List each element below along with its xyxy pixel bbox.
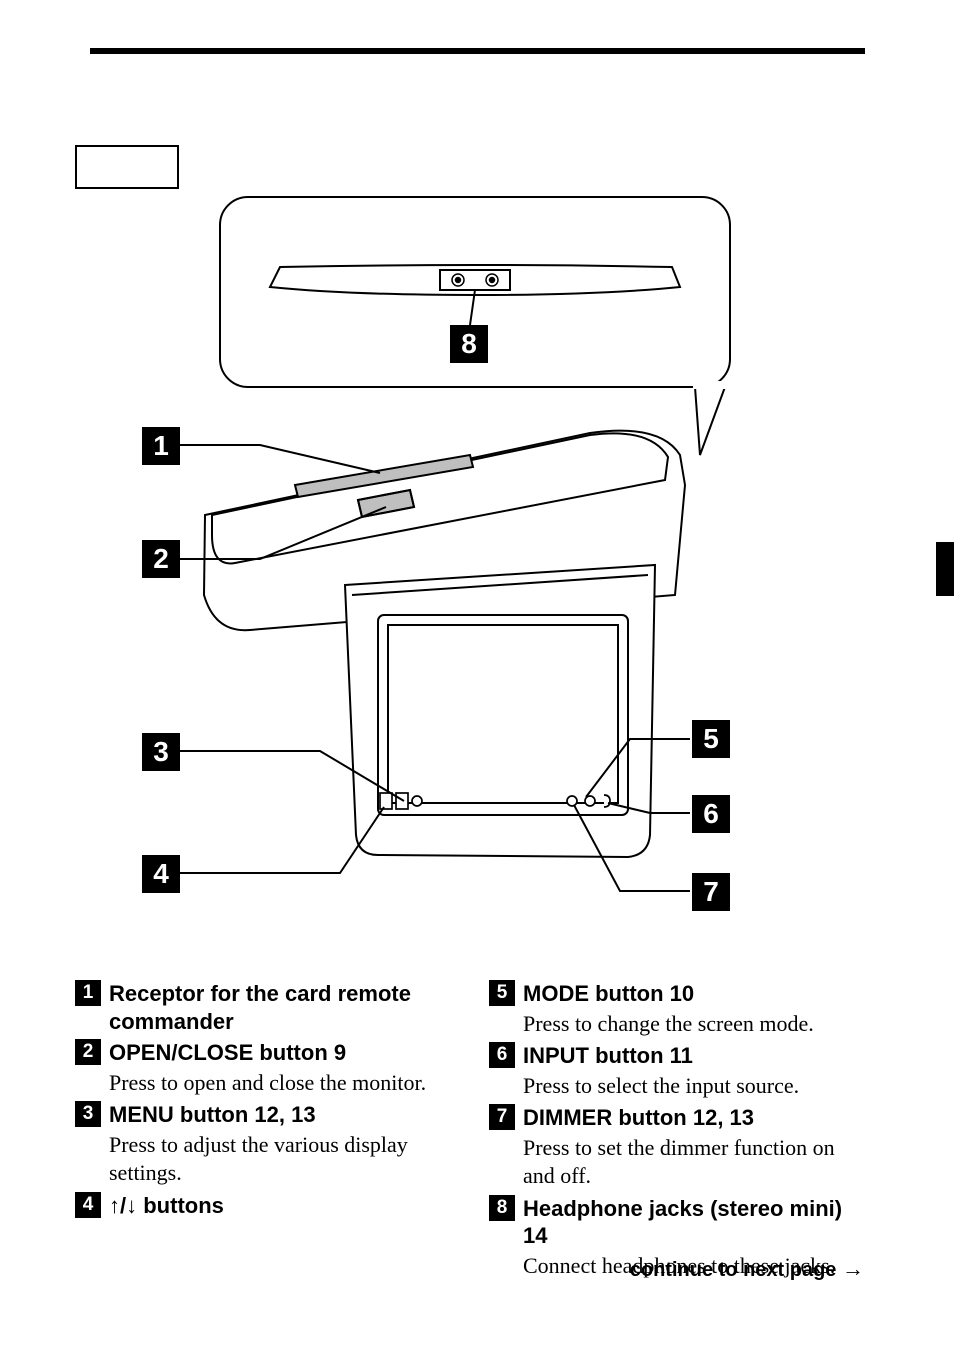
description-columns: 1Receptor for the card remote commander2…	[75, 980, 865, 1284]
item-title: MODE button 10	[523, 980, 865, 1008]
top-rule	[90, 48, 865, 54]
item-body: Receptor for the card remote commander	[109, 980, 451, 1035]
item-title: DIMMER button 12, 13	[523, 1104, 865, 1132]
item-badge-2: 2	[75, 1039, 101, 1065]
item-body: MENU button 12, 13Press to adjust the va…	[109, 1101, 451, 1188]
item-badge-6: 6	[489, 1042, 515, 1068]
item-body: INPUT button 11Press to select the input…	[523, 1042, 865, 1100]
item-desc: Press to select the input source.	[523, 1072, 865, 1101]
item-badge-8: 8	[489, 1195, 515, 1221]
item-badge-7: 7	[489, 1104, 515, 1130]
item-body: MODE button 10Press to change the screen…	[523, 980, 865, 1038]
item-6: 6 INPUT button 11Press to select the inpu…	[489, 1042, 865, 1100]
callout-badge-8: 8	[450, 325, 488, 363]
footer-continue: continue to next page →	[0, 1256, 954, 1282]
item-title: OPEN/CLOSE button 9	[109, 1039, 451, 1067]
item-badge-3: 3	[75, 1101, 101, 1127]
item-2: 2 OPEN/CLOSE button 9Press to open and cl…	[75, 1039, 451, 1097]
item-1: 1 Receptor for the card remote commander	[75, 980, 451, 1035]
item-title: Receptor for the card remote commander	[109, 980, 451, 1035]
item-badge-4: 4	[75, 1192, 101, 1218]
footer-text: continue to next page	[630, 1259, 837, 1281]
item-body: DIMMER button 12, 13Press to set the dim…	[523, 1104, 865, 1191]
callout-badge-2: 2	[142, 540, 180, 578]
item-body: ↑/↓ buttons	[109, 1192, 451, 1220]
left-column: 1Receptor for the card remote commander2…	[75, 980, 451, 1284]
arrow-right-icon: →	[842, 1256, 864, 1281]
item-desc: Press to open and close the monitor.	[109, 1069, 451, 1098]
item-desc: Press to set the dimmer function on and …	[523, 1134, 865, 1191]
item-3: 3 MENU button 12, 13Press to adjust the v…	[75, 1101, 451, 1188]
callout-badge-3: 3	[142, 733, 180, 771]
side-black-tab	[936, 542, 954, 596]
callout-badge-5: 5	[692, 720, 730, 758]
item-5: 5 MODE button 10Press to change the scree…	[489, 980, 865, 1038]
callout-badge-1: 1	[142, 427, 180, 465]
item-body: OPEN/CLOSE button 9Press to open and clo…	[109, 1039, 451, 1097]
item-desc: Press to change the screen mode.	[523, 1010, 865, 1039]
item-7: 7 DIMMER button 12, 13Press to set the di…	[489, 1104, 865, 1191]
item-title: INPUT button 11	[523, 1042, 865, 1070]
callout-badge-4: 4	[142, 855, 180, 893]
right-column: 5 MODE button 10Press to change the scree…	[489, 980, 865, 1284]
item-title: Headphone jacks (stereo mini) 14	[523, 1195, 865, 1250]
callout-badge-7: 7	[692, 873, 730, 911]
callout-badge-6: 6	[692, 795, 730, 833]
top-empty-box	[75, 145, 179, 189]
item-badge-5: 5	[489, 980, 515, 1006]
item-4: 4 ↑/↓ buttons	[75, 1192, 451, 1220]
item-title: MENU button 12, 13	[109, 1101, 451, 1129]
item-desc: Press to adjust the various display sett…	[109, 1131, 451, 1188]
page: 1 2 3 4 5 6 7 8 1 Receptor for the card remote c…	[0, 0, 954, 1352]
item-title: ↑/↓ buttons	[109, 1192, 451, 1220]
item-badge-1: 1	[75, 980, 101, 1006]
